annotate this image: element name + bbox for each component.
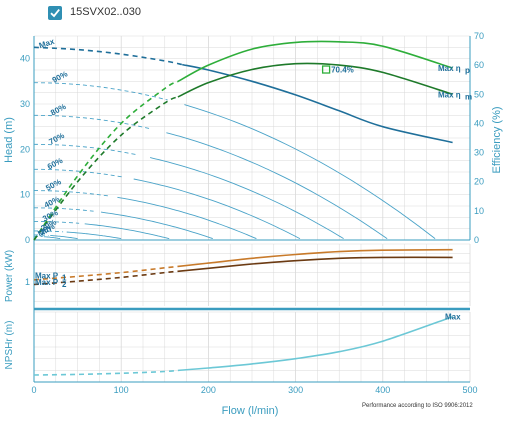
speed-curve-dashed xyxy=(33,190,109,197)
power-curve-p2-dashed xyxy=(33,270,178,286)
speed-curve-label: 50% xyxy=(44,177,62,192)
head-tick-label: 20 xyxy=(20,144,30,154)
x-tick-label: 200 xyxy=(201,385,216,395)
power-tick-label: 1 xyxy=(25,277,30,287)
efficiency-tick-label: 70 xyxy=(474,31,484,41)
speed-curves xyxy=(33,82,436,240)
speed-curve-label: 70% xyxy=(48,131,66,146)
speed-curve xyxy=(84,223,170,240)
efficiency-curve-pump-dashed xyxy=(33,80,179,241)
speed-curve xyxy=(184,104,436,239)
speed-curve-dashed xyxy=(33,220,80,224)
speed-curve xyxy=(149,157,344,239)
x-tick-label: 0 xyxy=(31,385,36,395)
head-curve-max-dashed xyxy=(33,46,183,66)
performance-curves xyxy=(33,40,453,376)
head-axis-title: Head (m) xyxy=(3,117,15,163)
max-p1-label-subscript: 1 xyxy=(62,273,67,282)
npsh-curve xyxy=(177,315,453,372)
efficiency-tick-label: 0 xyxy=(474,235,479,245)
efficiency-point-label: 70.4% xyxy=(331,66,354,75)
max-eta-m-label-subscript: m xyxy=(465,92,472,101)
power-axis-title: Power (kW) xyxy=(4,250,15,302)
speed-curve xyxy=(133,178,301,240)
grid xyxy=(33,35,471,382)
head-tick-label: 30 xyxy=(20,99,30,109)
speed-curve-dashed xyxy=(33,82,168,101)
efficiency-tick-label: 50 xyxy=(474,89,484,99)
efficiency-curve-motor-dashed xyxy=(33,96,179,241)
max-eta-p-label: Max η xyxy=(438,64,461,73)
speed-curve-label: 60% xyxy=(46,156,64,171)
max-p2-label: Max P xyxy=(35,278,59,287)
efficiency-curve-motor xyxy=(177,62,453,98)
power-curve-p1 xyxy=(177,248,453,268)
head-tick-label: 40 xyxy=(20,54,30,64)
npsh-max-label: Max xyxy=(445,313,461,322)
head-tick-label: 10 xyxy=(20,190,30,200)
check-icon xyxy=(50,9,60,18)
speed-curve xyxy=(166,132,388,239)
speed-curve-dashed xyxy=(34,230,64,233)
x-tick-label: 400 xyxy=(375,385,390,395)
max-eta-m-label: Max η xyxy=(438,90,461,99)
efficiency-curve-pump xyxy=(177,40,453,83)
max-p1-label: Max P xyxy=(35,271,59,280)
x-tick-label: 300 xyxy=(288,385,303,395)
speed-curve xyxy=(66,231,122,240)
x-tick-label: 500 xyxy=(462,385,477,395)
speed-curve-dashed xyxy=(33,207,94,212)
efficiency-tick-label: 20 xyxy=(474,177,484,187)
speed-curve-dashed xyxy=(33,168,123,178)
power-curve-p2 xyxy=(177,256,453,273)
head-curve-max xyxy=(182,63,453,144)
efficiency-tick-label: 30 xyxy=(474,148,484,158)
efficiency-point-marker xyxy=(321,65,331,74)
max-eta-p-label-subscript: p xyxy=(465,66,470,75)
npsh-curve-dashed xyxy=(33,369,178,376)
series-checkbox[interactable] xyxy=(48,6,62,20)
x-tick-label: 100 xyxy=(114,385,129,395)
efficiency-tick-label: 10 xyxy=(474,206,484,216)
head-tick-label: 0 xyxy=(25,235,30,245)
power-curve-p1-dashed xyxy=(33,265,179,281)
speed-curve xyxy=(117,196,257,240)
efficiency-tick-label: 40 xyxy=(474,118,484,128)
efficiency-tick-label: 60 xyxy=(474,60,484,70)
npsh-axis-title: NPSHr (m) xyxy=(4,321,15,370)
speed-curve xyxy=(43,236,61,240)
x-axis-title: Flow (l/min) xyxy=(222,405,279,417)
efficiency-axis-title: Efficiency (%) xyxy=(491,106,503,173)
speed-curve xyxy=(50,235,78,240)
speed-curve-dashed xyxy=(33,143,138,156)
speed-curve-label: 90% xyxy=(51,69,69,84)
speed-curve-dashed xyxy=(33,114,152,130)
max-p2-label-subscript: 2 xyxy=(62,280,67,289)
iso-footnote: Performance according to ISO 9906:2012 xyxy=(362,403,473,409)
speed-curve xyxy=(100,211,213,240)
pump-model-title: 15SVX02..030 xyxy=(70,6,141,18)
axes xyxy=(33,36,471,383)
